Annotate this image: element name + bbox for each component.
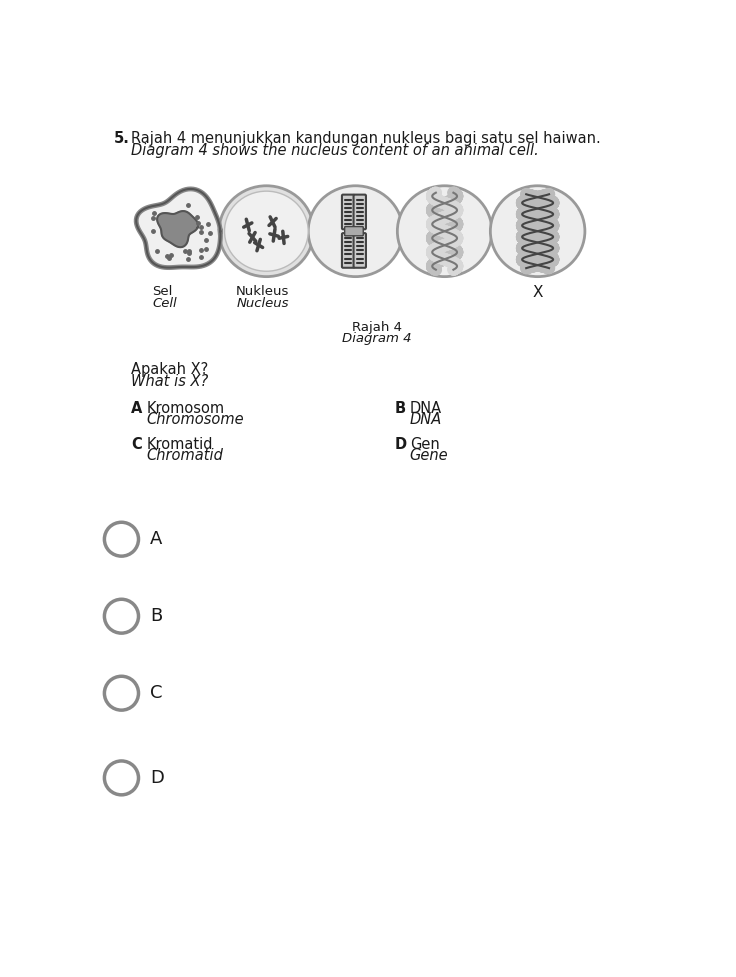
Text: C: C xyxy=(131,437,141,451)
Ellipse shape xyxy=(224,191,308,272)
Circle shape xyxy=(105,523,138,556)
Text: Rajah 4: Rajah 4 xyxy=(353,321,402,334)
Ellipse shape xyxy=(490,186,585,276)
Polygon shape xyxy=(136,189,221,268)
Text: Nukleus: Nukleus xyxy=(236,285,289,298)
Text: B: B xyxy=(394,401,406,415)
Polygon shape xyxy=(157,211,198,247)
Text: X: X xyxy=(532,285,543,300)
Text: Kromosom: Kromosom xyxy=(146,401,224,415)
Text: Nucleus: Nucleus xyxy=(236,297,289,310)
FancyBboxPatch shape xyxy=(342,194,354,230)
Text: Rajah 4 menunjukkan kandungan nukleus bagi satu sel haiwan.: Rajah 4 menunjukkan kandungan nukleus ba… xyxy=(131,131,601,147)
Ellipse shape xyxy=(308,186,403,276)
FancyBboxPatch shape xyxy=(353,194,366,230)
Circle shape xyxy=(105,761,138,795)
Circle shape xyxy=(105,599,138,633)
Text: DNA: DNA xyxy=(410,412,442,427)
Text: 5.: 5. xyxy=(113,131,130,147)
Text: DNA: DNA xyxy=(410,401,442,415)
Text: D: D xyxy=(150,769,164,786)
Polygon shape xyxy=(310,216,312,246)
Text: What is X?: What is X? xyxy=(131,373,208,389)
Text: A: A xyxy=(150,531,163,548)
Text: Diagram 4: Diagram 4 xyxy=(342,332,412,345)
Text: Gen: Gen xyxy=(410,437,439,451)
Text: D: D xyxy=(394,437,406,451)
FancyBboxPatch shape xyxy=(353,234,366,268)
Ellipse shape xyxy=(219,186,314,276)
Text: Cell: Cell xyxy=(152,297,177,310)
Text: Chromatid: Chromatid xyxy=(146,448,223,463)
Ellipse shape xyxy=(397,186,492,276)
Text: B: B xyxy=(150,607,163,625)
Polygon shape xyxy=(488,216,495,246)
Polygon shape xyxy=(223,216,224,246)
Text: Diagram 4 shows the nucleus content of an animal cell.: Diagram 4 shows the nucleus content of a… xyxy=(131,143,539,157)
Text: Sel: Sel xyxy=(152,285,173,298)
FancyBboxPatch shape xyxy=(344,227,364,235)
Text: A: A xyxy=(131,401,142,415)
Text: Kromatid: Kromatid xyxy=(146,437,213,451)
Text: Gene: Gene xyxy=(410,448,448,463)
FancyBboxPatch shape xyxy=(342,234,354,268)
Polygon shape xyxy=(399,216,401,246)
Text: Chromosome: Chromosome xyxy=(146,412,244,427)
Text: Apakah X?: Apakah X? xyxy=(131,362,208,377)
Circle shape xyxy=(105,676,138,710)
Text: C: C xyxy=(150,684,163,702)
